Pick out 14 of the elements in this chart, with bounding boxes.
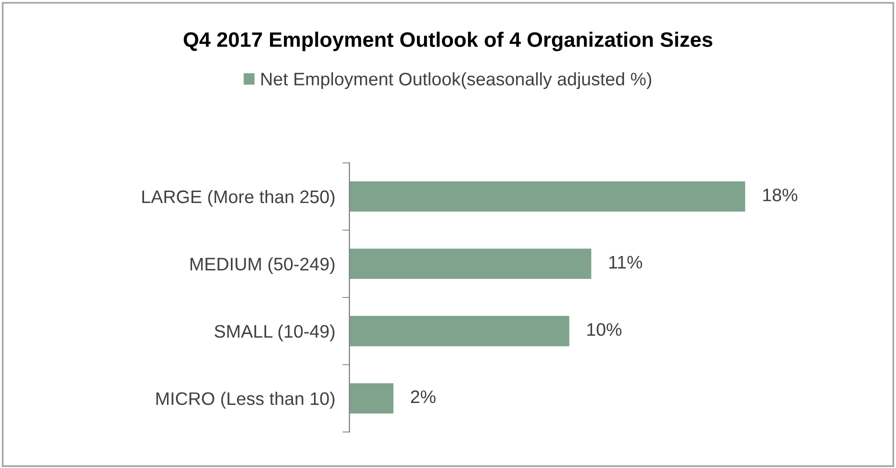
y-tick-label: LARGE (More than 250) bbox=[142, 190, 334, 207]
bar bbox=[349, 316, 570, 346]
bar bbox=[349, 181, 746, 212]
bar bbox=[349, 248, 592, 279]
data-label: 18% bbox=[763, 188, 798, 202]
y-tick-label: MICRO (Less than 10) bbox=[156, 392, 334, 409]
bar bbox=[349, 383, 394, 414]
data-label: 10% bbox=[587, 323, 622, 336]
legend-label: Net Employment Outlook(seasonally adjusted %) bbox=[261, 72, 652, 90]
chart-title: Q4 2017 Employment Outlook of 4 Organization Sizes bbox=[184, 32, 712, 52]
data-label: 11% bbox=[609, 256, 642, 269]
y-tick-label: MEDIUM (50-249) bbox=[190, 257, 334, 274]
y-tick-label: SMALL (10-49) bbox=[214, 324, 334, 342]
data-label: 2% bbox=[410, 390, 436, 404]
